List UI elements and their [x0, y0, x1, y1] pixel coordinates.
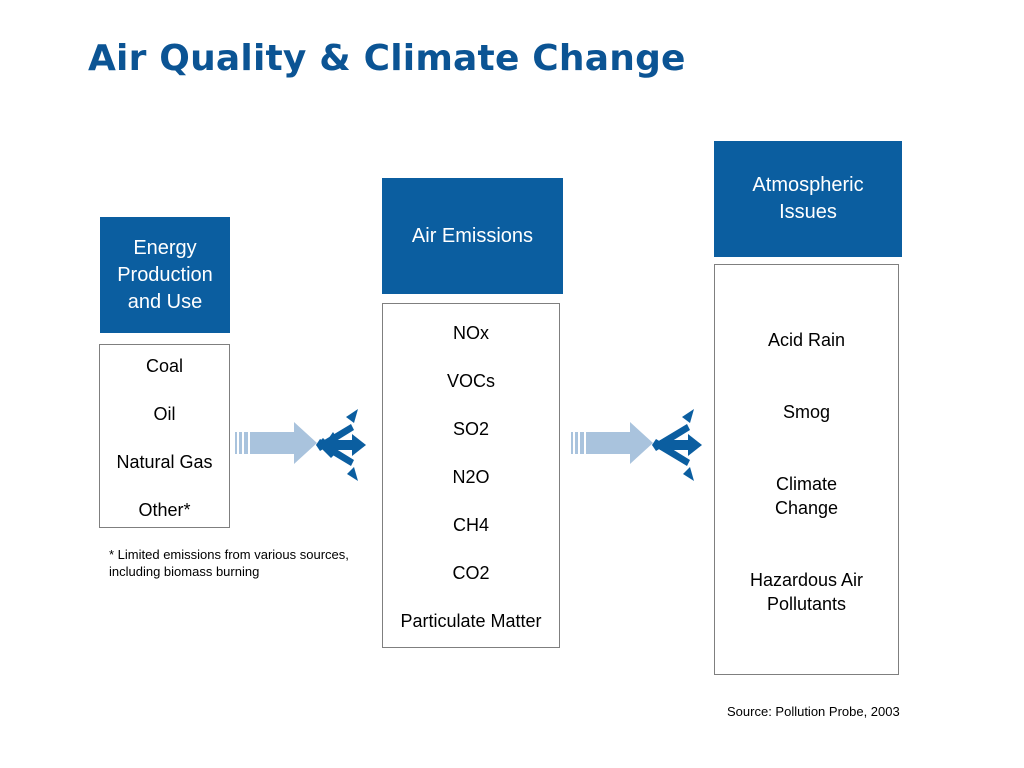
atmospheric-header-label: Atmospheric Issues	[752, 174, 864, 223]
energy-item-other: Other*	[138, 500, 191, 520]
emissions-item-n2o: N2O	[452, 467, 490, 487]
atmospheric-item-smog: Smog	[782, 402, 831, 422]
atmospheric-item-climate-change: Climate Change	[774, 474, 839, 518]
emissions-header-label: Air Emissions	[411, 224, 534, 247]
atmospheric-header: Atmospheric Issues	[714, 141, 902, 257]
emissions-item-vocs: VOCs	[446, 371, 495, 391]
right-arrow-icon	[235, 422, 317, 464]
flow-arrow-2	[571, 409, 702, 481]
emissions-header: Air Emissions	[382, 178, 563, 294]
energy-item-coal: Coal	[145, 356, 184, 376]
energy-item-natural-gas: Natural Gas	[116, 452, 213, 472]
energy-header: Energy Production and Use	[100, 217, 230, 333]
footnote: * Limited emissions from various sources…	[109, 547, 349, 579]
energy-header-label: Energy Production and Use	[117, 236, 213, 313]
source-citation: Source: Pollution Probe, 2003	[727, 704, 900, 719]
slide-title: Air Quality & Climate Change	[88, 38, 686, 79]
branching-arrows-icon	[316, 409, 366, 481]
emissions-item-particulate-matter: Particulate Matter	[400, 611, 542, 631]
emissions-item-ch4: CH4	[452, 515, 489, 535]
branching-arrows-icon	[652, 409, 702, 481]
emissions-item-so2: SO2	[452, 419, 490, 439]
flow-arrow-1	[235, 409, 366, 481]
energy-list: Coal Oil Natural Gas Other*	[99, 344, 230, 528]
emissions-item-nox: NOx	[453, 323, 489, 343]
atmospheric-item-hazardous-air-pollutants: Hazardous Air Pollutants	[749, 570, 864, 614]
right-arrow-icon	[571, 422, 653, 464]
emissions-item-co2: CO2	[452, 563, 490, 583]
atmospheric-list: Acid Rain Smog Climate Change Hazardous …	[714, 264, 899, 675]
atmospheric-item-acid-rain: Acid Rain	[767, 330, 846, 350]
energy-item-oil: Oil	[153, 404, 176, 424]
emissions-list: NOx VOCs SO2 N2O CH4 CO2 Particulate Mat…	[382, 303, 560, 648]
